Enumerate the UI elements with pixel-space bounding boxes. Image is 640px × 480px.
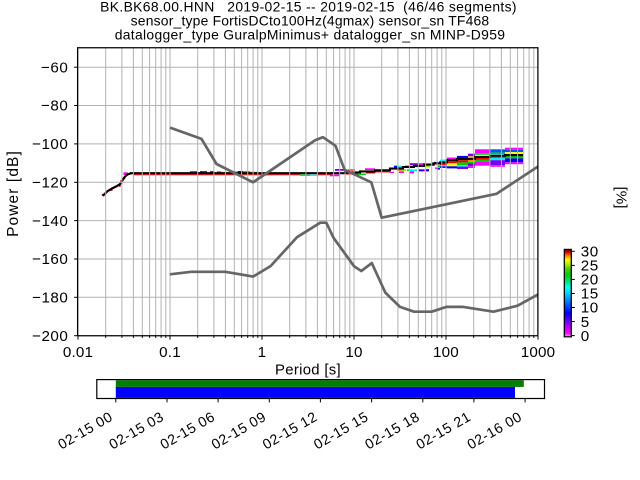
svg-text:1000: 1000 bbox=[521, 344, 556, 361]
svg-text:10: 10 bbox=[345, 344, 362, 361]
svg-text:25: 25 bbox=[581, 258, 599, 275]
svg-text:10: 10 bbox=[581, 300, 599, 317]
svg-text:sensor_type FortisDCto100Hz(4g: sensor_type FortisDCto100Hz(4gmax) senso… bbox=[131, 13, 490, 29]
svg-text:−100: −100 bbox=[32, 136, 68, 153]
svg-text:0.01: 0.01 bbox=[63, 344, 93, 361]
svg-text:BK.BK68.00.HNN 2019-02-15 --: BK.BK68.00.HNN 2019-02-15 -- 2019-02-15 … bbox=[100, 0, 517, 14]
svg-text:Power [dB]: Power [dB] bbox=[5, 150, 22, 237]
svg-text:−80: −80 bbox=[41, 98, 68, 115]
svg-text:5: 5 bbox=[581, 314, 590, 331]
svg-text:[%]: [%] bbox=[613, 187, 630, 209]
svg-text:20: 20 bbox=[581, 272, 599, 289]
svg-text:−180: −180 bbox=[32, 290, 68, 307]
svg-text:−160: −160 bbox=[32, 251, 68, 268]
svg-text:−120: −120 bbox=[32, 175, 68, 192]
svg-text:−140: −140 bbox=[32, 213, 68, 230]
svg-text:0.1: 0.1 bbox=[159, 344, 181, 361]
svg-text:Period [s]: Period [s] bbox=[275, 363, 341, 379]
svg-text:30: 30 bbox=[581, 244, 599, 261]
svg-text:datalogger_type GuralpMinimus+: datalogger_type GuralpMinimus+ datalogge… bbox=[115, 26, 506, 42]
svg-text:100: 100 bbox=[433, 344, 459, 361]
svg-text:15: 15 bbox=[581, 286, 599, 303]
svg-text:0: 0 bbox=[581, 328, 590, 345]
svg-text:−200: −200 bbox=[32, 328, 68, 345]
svg-text:1: 1 bbox=[258, 344, 267, 361]
svg-text:−60: −60 bbox=[41, 59, 68, 76]
